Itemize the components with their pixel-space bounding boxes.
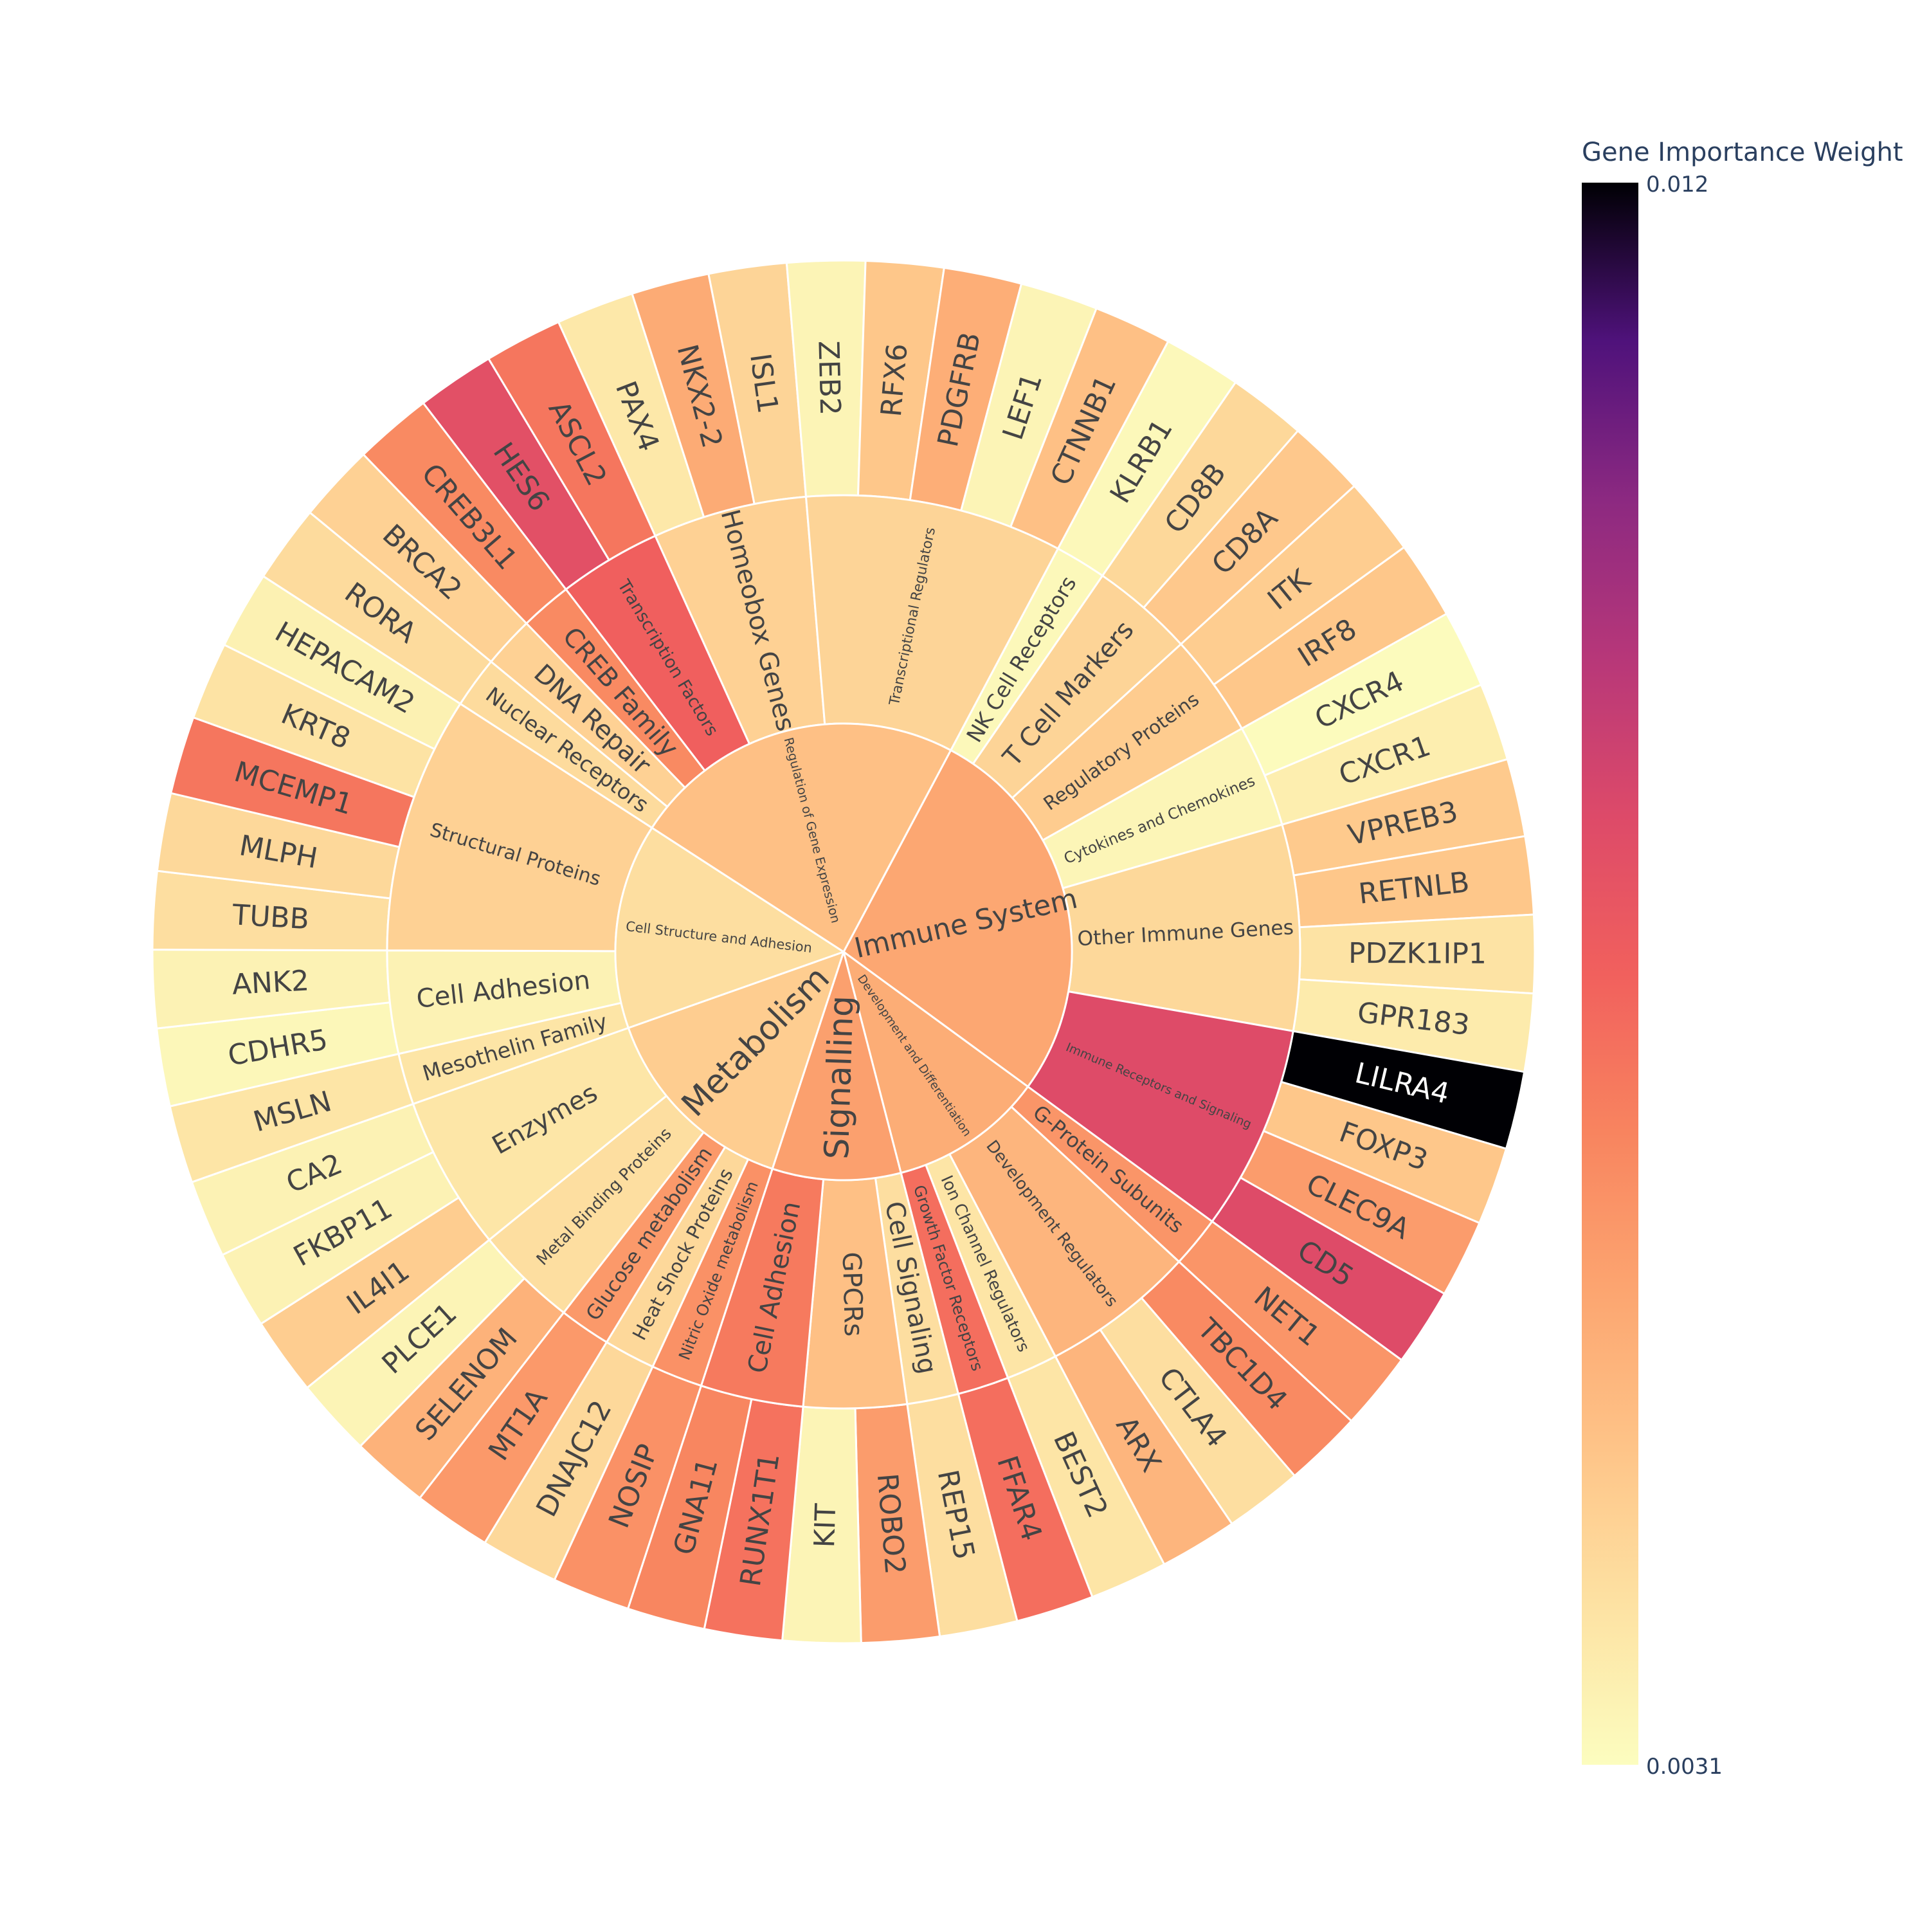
root-wedge-cell-structure-and-adhesion[interactable] (614, 826, 846, 1030)
cat-label-gpcrs: GPCRs (837, 1252, 868, 1337)
root-wedge-signalling[interactable] (771, 948, 902, 1181)
gene-label-tubb: TUBB (231, 898, 310, 936)
root-wedge-development-and-differentiation[interactable] (842, 949, 1029, 1174)
gene-label-ank2: ANK2 (231, 964, 310, 1001)
colorbar-max-label: 0.012 (1646, 172, 1708, 197)
gene-label-pdzk1ip1: PDZK1IP1 (1348, 937, 1487, 971)
gene-label-kit: KIT (808, 1503, 842, 1548)
colorbar-gradient (1582, 183, 1638, 1765)
root-wedge-immune-system[interactable] (842, 749, 1073, 1088)
root-wedge-metabolism[interactable] (627, 950, 846, 1171)
colorbar-title: Gene Importance Weight (1582, 138, 1903, 167)
colorbar-min-label: 0.0031 (1646, 1754, 1723, 1780)
gene-label-zeb2: ZEB2 (811, 340, 846, 415)
root-wedge-regulation-of-gene-expression[interactable] (650, 722, 952, 954)
colorbar: Gene Importance Weight 0.012 0.0031 (1582, 138, 1903, 1780)
root-label-signalling: Signalling (818, 995, 862, 1160)
gene-label-rfx6: RFX6 (875, 342, 914, 418)
sunburst-wedges (151, 259, 1536, 1645)
